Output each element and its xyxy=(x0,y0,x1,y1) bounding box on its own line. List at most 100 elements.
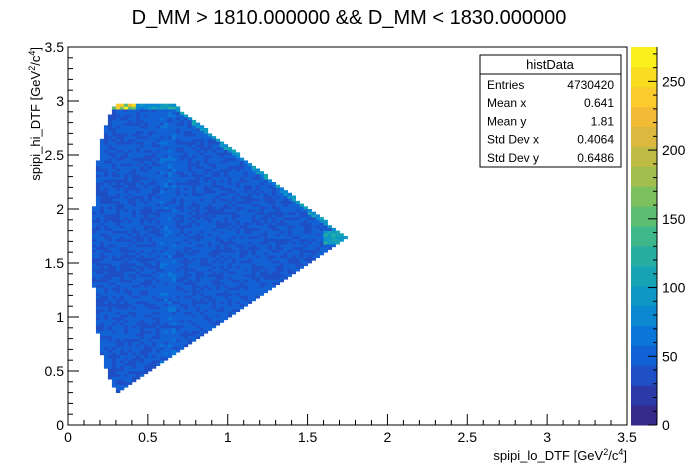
heatmap-cell xyxy=(155,160,161,164)
heatmap-cell xyxy=(127,257,133,261)
heatmap-cell xyxy=(159,106,165,110)
heatmap-cell xyxy=(99,257,105,261)
heatmap-cell xyxy=(143,284,149,288)
heatmap-cell xyxy=(103,168,109,172)
heatmap-cell xyxy=(295,225,300,229)
heatmap-cell xyxy=(219,279,225,283)
heatmap-cell xyxy=(123,338,129,342)
heatmap-cell xyxy=(119,203,125,207)
heatmap-cell xyxy=(159,103,165,107)
heatmap-cell xyxy=(151,306,157,310)
heatmap-cell xyxy=(123,211,129,215)
heatmap-cell xyxy=(183,133,189,137)
heatmap-cell xyxy=(291,230,296,234)
heatmap-cell xyxy=(111,198,117,202)
heatmap-cell xyxy=(303,260,308,264)
heatmap-cell xyxy=(135,119,141,123)
heatmap-cell xyxy=(111,119,117,123)
heatmap-cell xyxy=(291,209,296,213)
heatmap-cell xyxy=(267,238,273,242)
heatmap-cell xyxy=(115,384,121,388)
heatmap-cell xyxy=(95,173,101,177)
heatmap-cell xyxy=(119,384,125,388)
heatmap-cell xyxy=(203,136,209,140)
heatmap-cell xyxy=(191,319,197,323)
heatmap-cell xyxy=(107,330,113,334)
heatmap-cell xyxy=(223,173,229,177)
heatmap-cell xyxy=(179,284,185,288)
heatmap-cell xyxy=(127,338,133,342)
heatmap-cell xyxy=(199,265,205,269)
heatmap-cell xyxy=(95,281,101,285)
heatmap-cell xyxy=(143,209,149,213)
heatmap-cell xyxy=(263,179,269,183)
heatmap-cell xyxy=(191,144,197,148)
heatmap-cell xyxy=(203,187,209,191)
heatmap-cell xyxy=(203,284,209,288)
heatmap-cell xyxy=(151,182,157,186)
heatmap-cell xyxy=(207,138,213,142)
heatmap-cell xyxy=(179,203,185,207)
heatmap-cell xyxy=(215,298,221,302)
heatmap-cell xyxy=(283,206,288,210)
heatmap-cell xyxy=(203,160,209,164)
heatmap-cell xyxy=(239,179,245,183)
heatmap-cell xyxy=(183,173,189,177)
heatmap-cell xyxy=(219,211,225,215)
stats-row-value: 1.81 xyxy=(591,114,615,128)
heatmap-cell xyxy=(311,214,316,218)
heatmap-cell xyxy=(219,187,225,191)
heatmap-cell xyxy=(187,254,193,258)
heatmap-cell xyxy=(167,211,173,215)
heatmap-cell xyxy=(103,160,109,164)
heatmap-cell xyxy=(235,236,241,240)
heatmap-cell xyxy=(147,306,153,310)
heatmap-cell xyxy=(187,165,193,169)
heatmap-cell xyxy=(247,225,253,229)
heatmap-cell xyxy=(295,214,300,218)
heatmap-cell xyxy=(127,203,133,207)
heatmap-cell xyxy=(179,206,185,210)
heatmap-cell xyxy=(203,300,209,304)
heatmap-cell xyxy=(211,271,217,275)
heatmap-cell xyxy=(319,241,324,245)
heatmap-cell xyxy=(143,227,149,231)
heatmap-cell xyxy=(107,371,113,375)
heatmap-cell xyxy=(111,365,117,369)
heatmap-cell xyxy=(199,268,205,272)
heatmap-cell xyxy=(103,357,109,361)
heatmap-cell xyxy=(299,254,304,258)
heatmap-cell xyxy=(191,290,197,294)
heatmap-cell xyxy=(151,230,157,234)
heatmap-cell xyxy=(155,217,161,221)
heatmap-cell xyxy=(155,281,161,285)
colorbar-segment xyxy=(631,385,657,406)
heatmap-cell xyxy=(251,276,257,280)
heatmap-cell xyxy=(183,306,189,310)
heatmap-cell xyxy=(155,292,161,296)
heatmap-cell xyxy=(267,273,273,277)
heatmap-cell xyxy=(151,106,157,110)
heatmap-cell xyxy=(275,198,281,202)
heatmap-cell xyxy=(159,171,165,175)
heatmap-cell xyxy=(151,209,157,213)
heatmap-cell xyxy=(291,236,296,240)
heatmap-cell xyxy=(231,290,237,294)
heatmap-cell xyxy=(155,136,161,140)
heatmap-cell xyxy=(219,254,225,258)
heatmap-cell xyxy=(171,303,177,307)
heatmap-cell xyxy=(123,311,129,315)
heatmap-cell xyxy=(103,246,109,250)
heatmap-cell xyxy=(227,195,233,199)
heatmap-cell xyxy=(231,284,237,288)
heatmap-cell xyxy=(111,173,117,177)
heatmap-cell xyxy=(91,227,97,231)
heatmap-cell xyxy=(247,295,253,299)
heatmap-cell xyxy=(147,281,153,285)
heatmap-cell xyxy=(115,138,121,142)
heatmap-cell xyxy=(111,254,117,258)
heatmap-cell xyxy=(103,130,109,134)
heatmap-cell xyxy=(207,260,213,264)
heatmap-cell xyxy=(175,233,181,237)
heatmap-cell xyxy=(139,322,145,326)
